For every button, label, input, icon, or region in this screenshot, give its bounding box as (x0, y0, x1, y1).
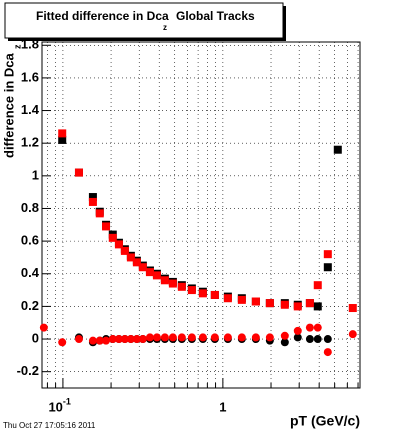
point (108, 233, 117, 242)
point (313, 302, 322, 311)
y-axis-label: difference in Dca (1, 52, 16, 158)
point (265, 333, 274, 342)
point (251, 333, 260, 342)
point (280, 331, 289, 340)
y-tick-label: 1.2 (21, 135, 39, 150)
point (120, 335, 129, 344)
point (348, 304, 357, 313)
title-tail: Global Tracks (176, 9, 255, 23)
y-tick-label: 1.4 (21, 102, 40, 117)
point (88, 336, 97, 345)
point (237, 295, 246, 304)
point (348, 330, 357, 339)
y-tick-label: 1.8 (21, 37, 39, 52)
point (293, 326, 302, 335)
point (265, 299, 274, 308)
point (126, 253, 135, 262)
point (237, 333, 246, 342)
point (323, 348, 332, 357)
point (323, 335, 332, 344)
y-tick-label: 1 (32, 167, 39, 182)
y-tick-label: -0.2 (17, 363, 39, 378)
point (152, 271, 161, 280)
point (223, 294, 232, 303)
point (132, 258, 141, 267)
chart-title: Fitted difference in Dca (36, 9, 169, 23)
point (187, 286, 196, 295)
point (88, 193, 97, 202)
point (168, 333, 177, 342)
point (95, 209, 104, 218)
y-tick-label: 0.4 (21, 265, 40, 280)
y-tick-label: 0.8 (21, 200, 39, 215)
footer: Thu Oct 27 17:05:16 2011 (3, 421, 96, 430)
point (102, 222, 111, 231)
point (280, 300, 289, 309)
point (177, 282, 186, 291)
y-tick-label: 1.6 (21, 69, 39, 84)
y-axis-label-subscript: z (12, 44, 22, 49)
point (160, 333, 169, 342)
point (280, 338, 289, 347)
point (120, 246, 129, 255)
point (293, 302, 302, 311)
point (114, 240, 123, 249)
point (95, 336, 104, 345)
x-tick-label: 10 (48, 399, 62, 414)
point (126, 335, 135, 344)
point (251, 297, 260, 306)
x-tick-label: 1 (219, 399, 226, 414)
point (210, 290, 219, 299)
point (168, 279, 177, 288)
point (305, 323, 314, 332)
point (305, 299, 314, 308)
y-label-group: difference in Dca z (1, 44, 22, 158)
point (210, 333, 219, 342)
point (187, 333, 196, 342)
point (138, 263, 147, 272)
y-tick-label: 0.2 (21, 298, 39, 313)
point (114, 335, 123, 344)
point (293, 333, 302, 342)
point (145, 333, 154, 342)
point (313, 323, 322, 332)
point (108, 335, 117, 344)
point (145, 268, 154, 277)
point (333, 145, 342, 154)
point (313, 335, 322, 344)
point (160, 276, 169, 285)
point (58, 135, 67, 144)
point (152, 333, 161, 342)
point (58, 129, 67, 138)
x-tick-exponent: -1 (63, 396, 71, 406)
y-tick-label: 0.6 (21, 233, 39, 248)
point (132, 335, 141, 344)
point (198, 289, 207, 298)
x-axis-label: pT (GeV/c) (290, 413, 360, 429)
point (177, 333, 186, 342)
point (305, 335, 314, 344)
title-box (4, 2, 284, 39)
point (223, 333, 232, 342)
point (39, 323, 48, 332)
point (88, 197, 97, 206)
point (138, 335, 147, 344)
point (323, 263, 332, 272)
point (74, 168, 83, 177)
point (58, 338, 67, 347)
title-subscript: z (163, 23, 167, 32)
point (198, 333, 207, 342)
y-tick-label: 0 (32, 330, 39, 345)
point (323, 250, 332, 259)
point (74, 335, 83, 344)
point (102, 336, 111, 345)
point (313, 281, 322, 290)
